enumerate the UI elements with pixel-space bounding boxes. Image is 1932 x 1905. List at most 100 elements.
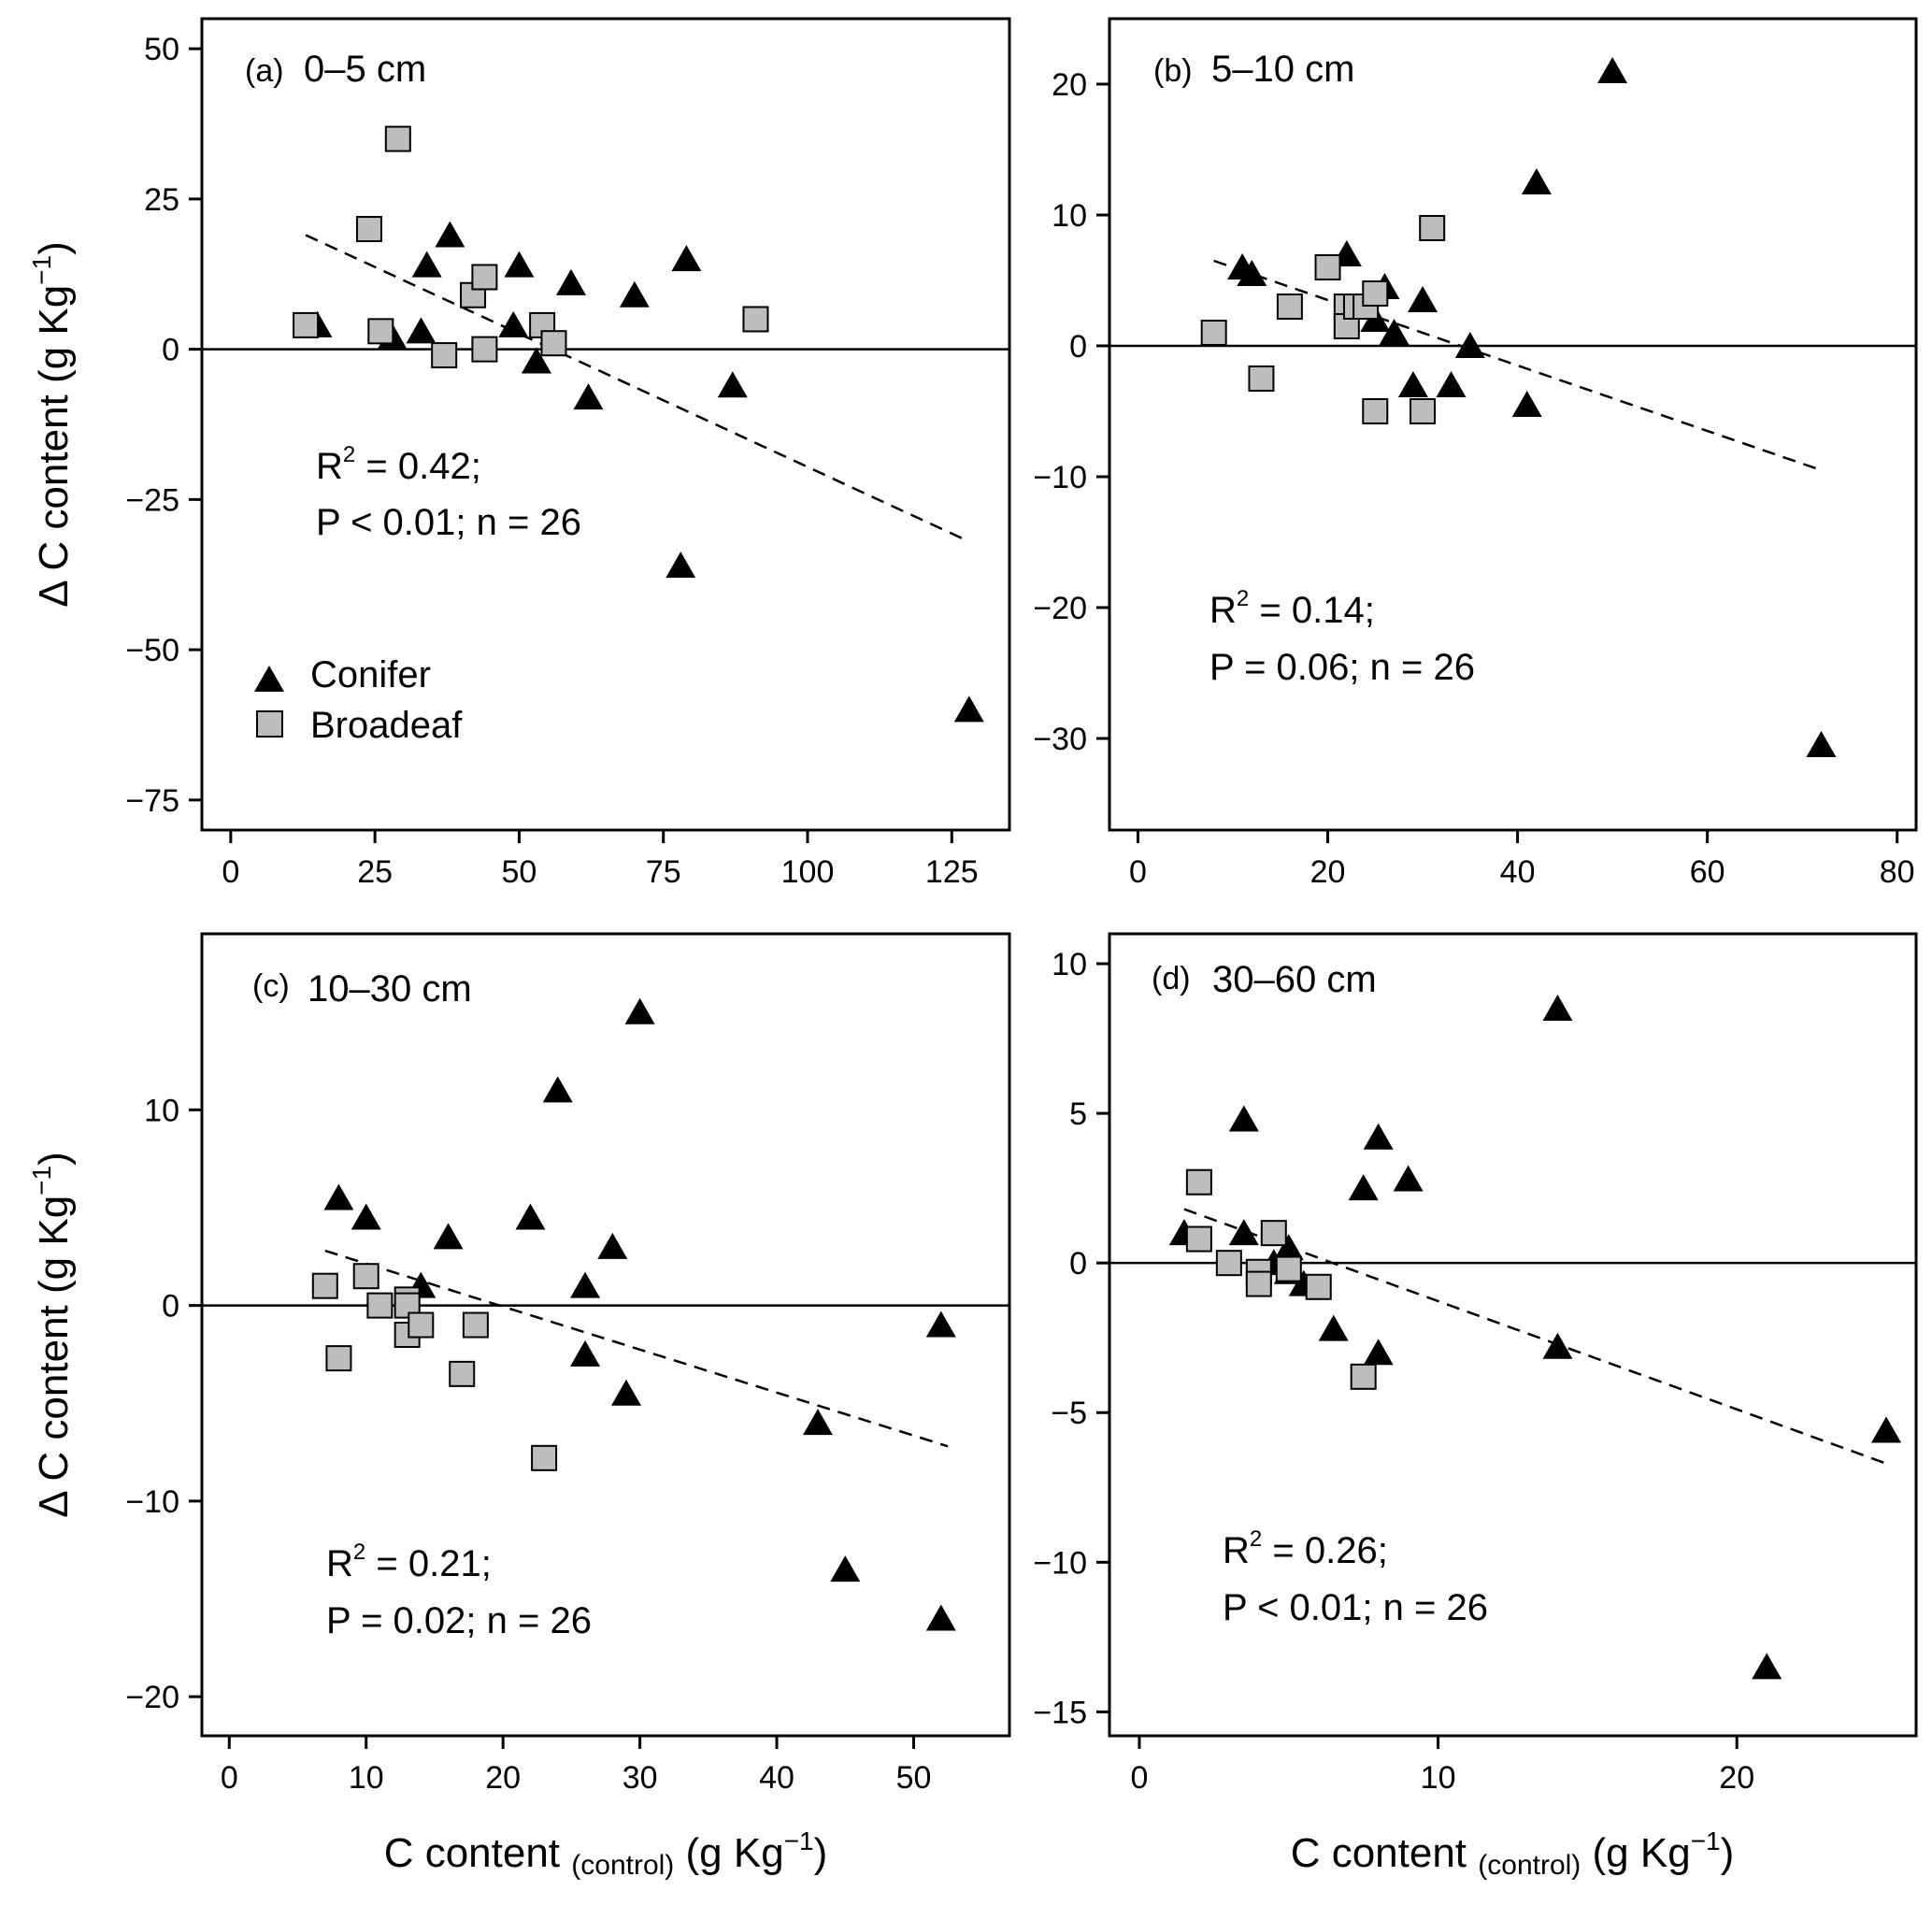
x-axis-label-right-sup: −1 <box>1691 1826 1721 1855</box>
conifer-point-c-12 <box>830 1555 861 1583</box>
y-axis-label-top-close: ) <box>31 241 77 255</box>
y-tick-label-a-1: 25 <box>144 182 179 218</box>
panel-title-d: 30–60 cm <box>1212 959 1377 1000</box>
conifer-point-c-7 <box>570 1339 601 1367</box>
broadleaf-point-b-1 <box>1248 365 1275 392</box>
conifer-point-d-14 <box>1752 1653 1782 1680</box>
stats-r2-letter-b: R <box>1209 590 1237 631</box>
x-tick-label-a-2: 50 <box>502 854 537 890</box>
conifer-point-d-15 <box>1871 1416 1902 1443</box>
conifer-point-b-7 <box>1397 371 1428 397</box>
stats-r2-sup-d: 2 <box>1250 1526 1262 1552</box>
y-tick-label-b-4: −20 <box>1033 591 1087 626</box>
y-axis-label-bottom-main: Δ C content (g Kg <box>31 1196 77 1518</box>
x-tick-label-a-4: 100 <box>781 854 835 890</box>
conifer-point-c-6 <box>570 1271 601 1298</box>
stats-p-n-a: P < 0.01; n = 26 <box>316 502 581 543</box>
axis-ticks-c: 0 10 20 30 40 50 10 0 −10 −20 <box>125 1093 931 1796</box>
y-tick-label-d-0: 10 <box>1052 947 1087 982</box>
conifer-point-c-9 <box>610 1379 641 1406</box>
stats-r2-value-d: = 0.26; <box>1262 1530 1388 1571</box>
broadleaf-point-b-2 <box>1276 294 1303 320</box>
conifer-point-d-8 <box>1348 1174 1379 1201</box>
y-tick-label-a-0: 50 <box>144 32 179 67</box>
regression-line-a <box>305 234 970 543</box>
x-tick-label-a-5: 125 <box>925 854 979 890</box>
y-tick-label-b-5: −30 <box>1033 722 1087 757</box>
conifer-point-d-4 <box>1273 1234 1304 1261</box>
panel-letter-c: (c) <box>252 968 290 1004</box>
x-axis-label-left-sup: −1 <box>784 1826 814 1855</box>
panel-c: 0 10 20 30 40 50 10 0 −10 −20 (c) 10–30 cm R2 = 0… <box>125 932 1011 1796</box>
x-tick-label-b-2: 40 <box>1500 854 1536 890</box>
y-tick-label-a-4: −50 <box>125 633 179 668</box>
x-tick-label-b-0: 0 <box>1129 854 1147 890</box>
axis-ticks-a: 0 25 50 75 100 125 50 25 0 −25 −50 −75 <box>125 32 978 890</box>
legend-label-conifer: Conifer <box>310 654 431 695</box>
broadleaf-point-a-0 <box>293 311 320 338</box>
stats-r2-d: R2 = 0.26; <box>1223 1526 1388 1571</box>
y-tick-label-c-1: 0 <box>162 1289 179 1325</box>
panel-letter-b: (b) <box>1153 53 1193 89</box>
broadleaf-point-c-9 <box>462 1311 489 1339</box>
x-tick-label-a-1: 25 <box>357 854 393 890</box>
x-tick-label-c-2: 20 <box>485 1760 521 1796</box>
conifer-point-c-4 <box>515 1203 546 1230</box>
y-tick-label-d-1: 5 <box>1069 1096 1087 1132</box>
conifer-point-b-6 <box>1379 319 1410 345</box>
broadleaf-point-a-4 <box>431 342 458 369</box>
x-axis-label-left: C content (control) (g Kg−1) <box>384 1826 828 1884</box>
broadleaf-point-a-2 <box>367 318 394 345</box>
panel-title-b: 5–10 cm <box>1211 49 1354 90</box>
y-axis-label-bottom: Δ C content (g Kg−1) <box>27 1152 77 1518</box>
legend-square-marker <box>256 710 283 738</box>
conifer-point-b-12 <box>1521 168 1552 194</box>
conifer-point-c-14 <box>925 1604 956 1631</box>
plot-frame-a <box>200 17 1011 832</box>
fit-line-a <box>305 234 970 543</box>
axis-ticks-d: 0 10 20 10 5 0 −5 −10 −15 <box>1033 947 1754 1796</box>
conifer-point-d-13 <box>1542 1332 1573 1359</box>
broadleaf-point-c-8 <box>449 1360 476 1387</box>
stats-p-n-d: P < 0.01; n = 26 <box>1223 1587 1488 1628</box>
conifer-point-b-9 <box>1436 371 1467 397</box>
panel-b: 0 20 40 60 80 20 10 0 −10 −20 −30 (b) 5–10 cm R2 =… <box>1033 17 1918 890</box>
stats-r2-value-c: = 0.21; <box>365 1543 492 1584</box>
conifer-point-a-3 <box>411 251 442 278</box>
broadleaf-point-d-4 <box>1245 1270 1272 1297</box>
plot-frame-d <box>1108 932 1918 1738</box>
y-tick-label-b-1: 10 <box>1052 198 1087 234</box>
x-axis-label-right: C content (control) (g Kg−1) <box>1291 1826 1735 1884</box>
x-tick-label-a-0: 0 <box>222 854 239 890</box>
y-tick-label-d-3: −5 <box>1051 1396 1087 1431</box>
stats-r2-b: R2 = 0.14; <box>1209 586 1375 631</box>
x-tick-label-c-3: 30 <box>623 1760 658 1796</box>
conifer-point-b-8 <box>1408 286 1438 312</box>
broadleaf-point-d-2 <box>1215 1250 1242 1277</box>
x-tick-label-a-3: 75 <box>646 854 681 890</box>
conifer-point-b-1 <box>1237 260 1267 286</box>
fit-line-d <box>1183 1208 1887 1465</box>
stats-r2-sup-c: 2 <box>353 1540 365 1565</box>
broadleaf-point-c-0 <box>311 1272 338 1299</box>
broadleaf-point-a-1 <box>355 216 382 243</box>
panel-letter-a: (a) <box>245 53 284 89</box>
stats-r2-c: R2 = 0.21; <box>326 1540 492 1584</box>
y-axis-label-top-main: Δ C content (g Kg <box>31 285 77 608</box>
stats-p-n-c: P = 0.02; n = 26 <box>326 1600 592 1641</box>
y-axis-label-top-sup: −1 <box>27 255 56 285</box>
x-tick-label-c-0: 0 <box>221 1760 238 1796</box>
conifer-point-b-13 <box>1597 57 1628 83</box>
conifer-point-d-12 <box>1542 995 1573 1022</box>
conifer-point-a-8 <box>555 268 586 295</box>
y-tick-label-d-4: −10 <box>1033 1545 1087 1581</box>
broadleaf-point-d-6 <box>1275 1255 1302 1282</box>
conifer-point-d-7 <box>1318 1314 1349 1341</box>
panel-d: 0 10 20 10 5 0 −5 −10 −15 (d) 30–60 cm R2 = 0.26… <box>1033 932 1918 1796</box>
x-tick-label-d-2: 20 <box>1719 1760 1754 1796</box>
broadleaf-point-d-5 <box>1260 1220 1287 1247</box>
x-axis-label-left-main: C content <box>384 1830 560 1876</box>
conifer-point-a-10 <box>619 280 650 308</box>
